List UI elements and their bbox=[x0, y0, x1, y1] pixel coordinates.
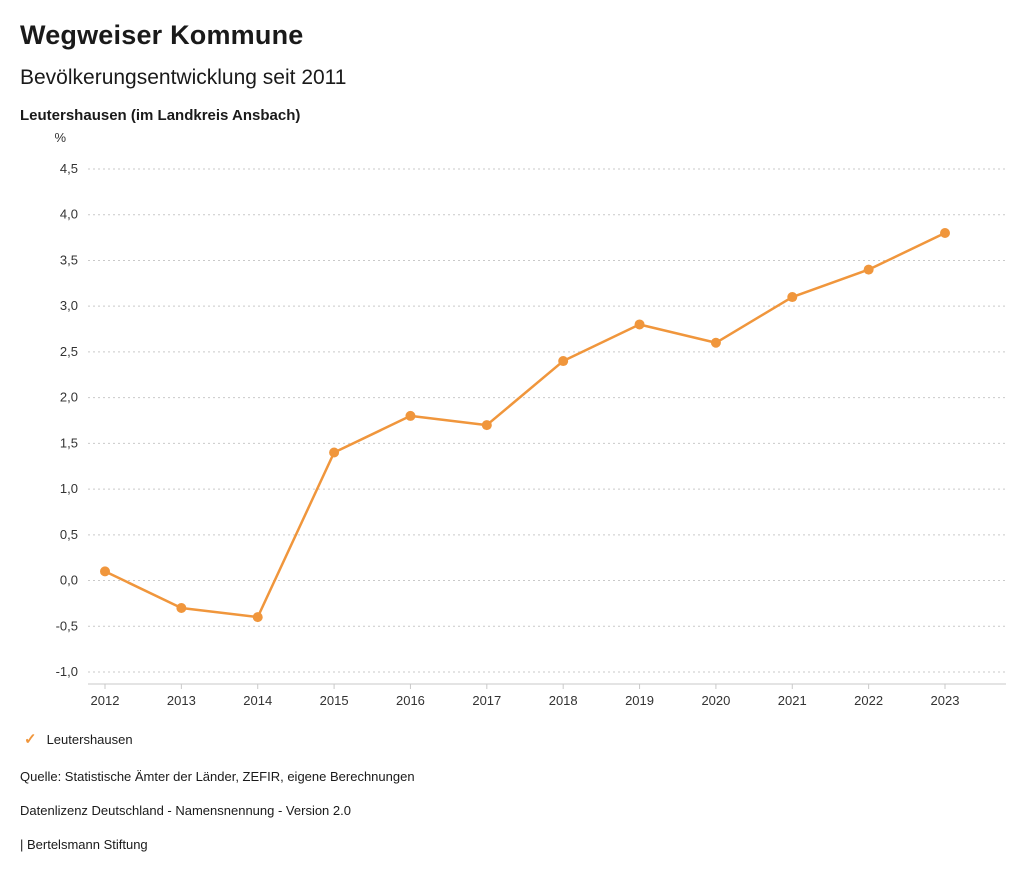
data-point-2016[interactable] bbox=[405, 410, 416, 421]
region-title: Leutershausen (im Landkreis Ansbach) bbox=[20, 107, 301, 124]
y-tick-label: 4,0 bbox=[60, 207, 78, 222]
y-tick-label: -0,5 bbox=[56, 618, 78, 633]
x-tick-label-2017: 2017 bbox=[472, 693, 501, 708]
y-tick-label: 4,5 bbox=[60, 161, 78, 176]
y-axis-unit-label: % bbox=[54, 130, 66, 145]
legend: ✓ Leutershausen bbox=[0, 730, 1024, 748]
y-tick-label: 1,0 bbox=[60, 481, 78, 496]
data-point-2020[interactable] bbox=[710, 337, 721, 348]
data-point-2014[interactable] bbox=[252, 612, 263, 623]
x-tick-label-2015: 2015 bbox=[320, 693, 349, 708]
source-text: Quelle: Statistische Ämter der Länder, Z… bbox=[20, 769, 415, 784]
data-point-2013[interactable] bbox=[176, 602, 187, 613]
y-tick-label: 2,5 bbox=[60, 344, 78, 359]
series-line-leutershausen bbox=[103, 231, 947, 619]
x-tick-label-2016: 2016 bbox=[396, 693, 425, 708]
data-point-2012[interactable] bbox=[100, 566, 110, 577]
x-tick-label-2019: 2019 bbox=[625, 693, 654, 708]
attribution-text: | Bertelsmann Stiftung bbox=[20, 837, 148, 852]
population-development-line-chart: % 4,5 4,0 3,5 3,0 2,5 2,0 1,5 1,0 0,5 0,0 -0,5 -1,0 2… bbox=[54, 130, 1006, 708]
legend-item-leutershausen[interactable]: Leutershausen bbox=[46, 731, 133, 747]
y-tick-label: 0,5 bbox=[60, 527, 78, 542]
y-tick-label: 1,5 bbox=[60, 435, 78, 450]
chart-area: % 4,5 4,0 3,5 3,0 2,5 2,0 1,5 1,0 0,5 0,0 -0,5 -1,0 2… bbox=[0, 124, 1024, 724]
data-point-2021[interactable] bbox=[787, 292, 798, 303]
app-title: Wegweiser Kommune bbox=[20, 20, 304, 50]
x-tick-label-2020: 2020 bbox=[701, 693, 730, 708]
x-tick-label-2012: 2012 bbox=[91, 693, 120, 708]
data-point-2022[interactable] bbox=[863, 264, 874, 275]
x-tick-label-2013: 2013 bbox=[167, 693, 196, 708]
x-tick-label-2022: 2022 bbox=[854, 693, 883, 708]
y-tick-label: 3,0 bbox=[60, 298, 78, 313]
legend-check-icon[interactable]: ✓ bbox=[24, 731, 37, 748]
y-tick-label: -1,0 bbox=[56, 664, 78, 679]
data-point-2015[interactable] bbox=[329, 447, 340, 458]
data-point-2017[interactable] bbox=[481, 420, 492, 431]
chart-title: Bevölkerungsentwicklung seit 2011 bbox=[20, 66, 347, 89]
data-point-2018[interactable] bbox=[558, 356, 569, 367]
footer: Quelle: Statistische Ämter der Länder, Z… bbox=[0, 748, 1024, 852]
x-tick-label-2014: 2014 bbox=[243, 693, 272, 708]
x-tick-label-2023: 2023 bbox=[931, 693, 960, 708]
y-tick-label: 0,0 bbox=[60, 573, 78, 588]
y-tick-label: 2,0 bbox=[60, 390, 78, 405]
x-tick-label-2018: 2018 bbox=[549, 693, 578, 708]
data-point-2023[interactable] bbox=[940, 228, 950, 239]
data-point-2019[interactable] bbox=[634, 319, 645, 330]
chart-header: Wegweiser Kommune Bevölkerungsentwicklun… bbox=[0, 0, 1024, 124]
x-tick-label-2021: 2021 bbox=[778, 693, 807, 708]
license-text: Datenlizenz Deutschland - Namensnennung … bbox=[20, 803, 351, 818]
y-tick-label: 3,5 bbox=[60, 252, 78, 267]
